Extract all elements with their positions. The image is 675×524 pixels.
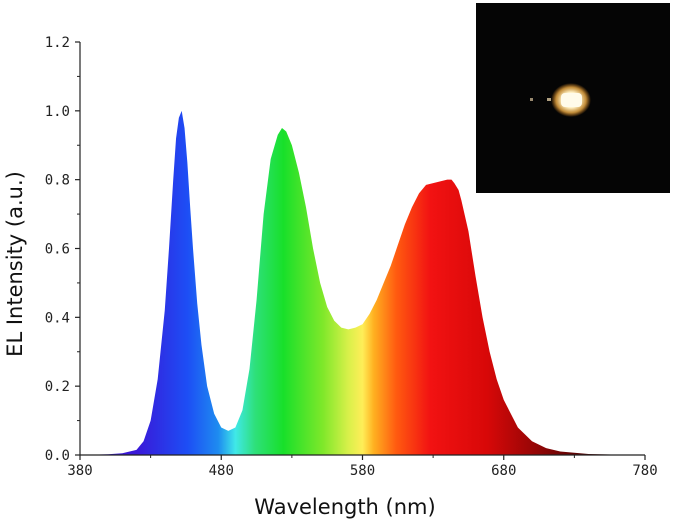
device-electrode [530, 98, 533, 101]
y-tick-label: 1.2 [45, 35, 70, 51]
x-tick-label: 480 [209, 463, 234, 479]
x-tick-label: 380 [67, 463, 92, 479]
x-tick-label: 780 [632, 463, 657, 479]
y-tick-label: 0.8 [45, 173, 70, 189]
spectrum-area [80, 110, 645, 455]
device-pixel [561, 93, 582, 107]
x-tick-label: 680 [491, 463, 516, 479]
inset-photo [476, 3, 670, 193]
axes: 380 480 580 680 780 0.0 0.2 0.4 0.6 0.8 1.0 1.2 [45, 35, 658, 479]
y-tick-label: 0.2 [45, 379, 70, 395]
y-tick-label: 0.4 [45, 310, 70, 326]
x-axis-ticks: 380 480 580 680 780 [67, 455, 658, 479]
y-axis-ticks: 0.0 0.2 0.4 0.6 0.8 1.0 1.2 [45, 35, 80, 464]
x-tick-label: 580 [350, 463, 375, 479]
y-axis-label: EL Intensity (a.u.) [3, 171, 27, 357]
y-tick-label: 1.0 [45, 104, 70, 120]
y-tick-label: 0.6 [45, 242, 70, 258]
y-tick-label: 0.0 [45, 448, 70, 464]
device-electrode [547, 98, 551, 101]
x-axis-label: Wavelength (nm) [254, 495, 435, 519]
plot-area [80, 110, 645, 455]
